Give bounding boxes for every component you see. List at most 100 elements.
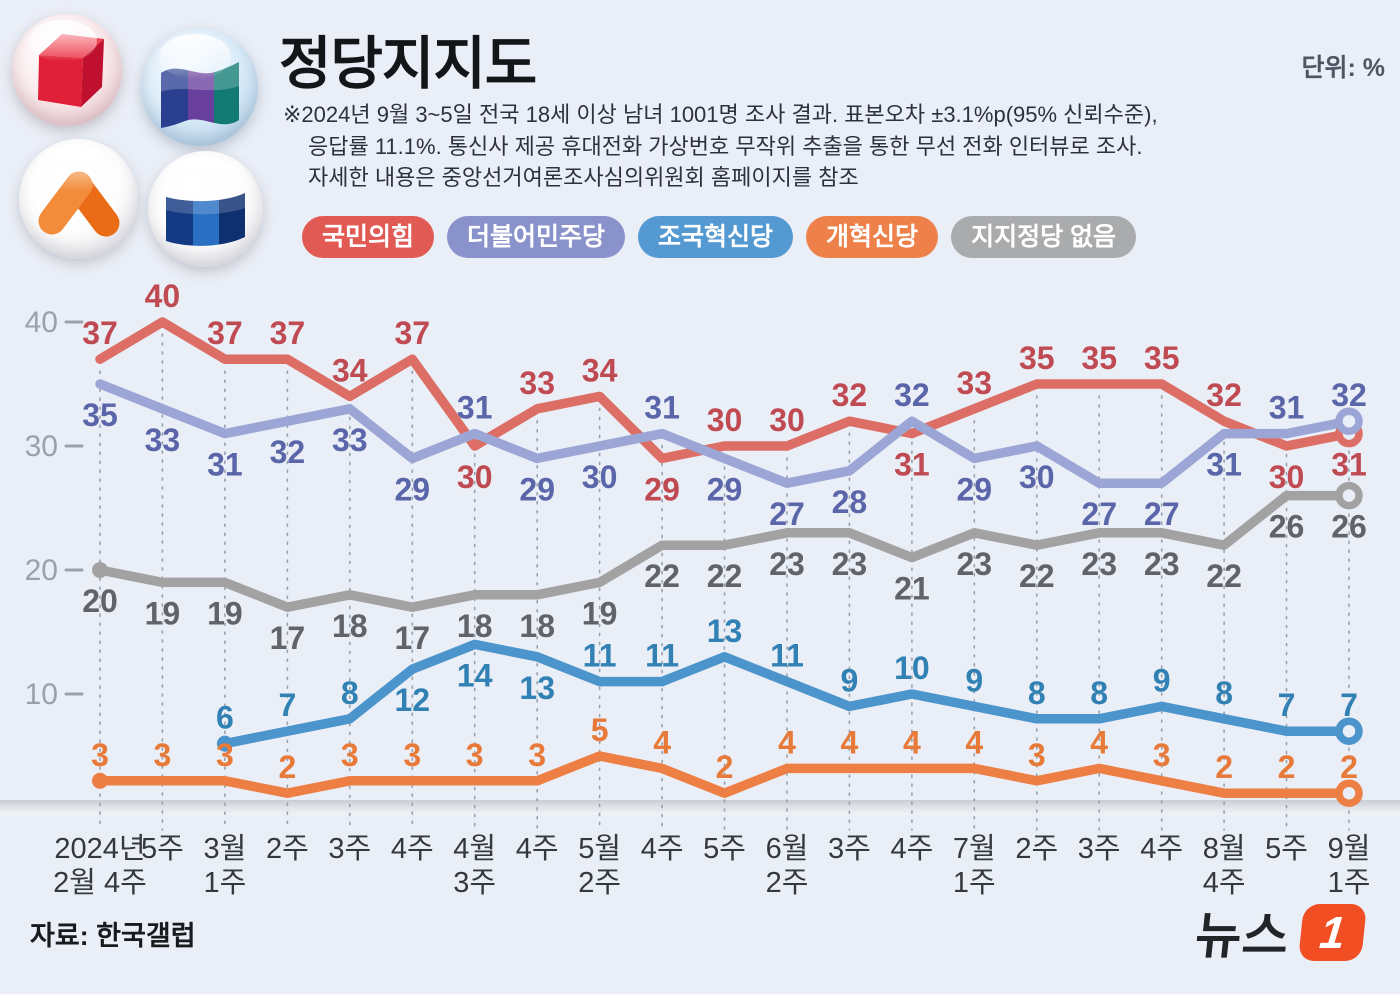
- svg-text:3주: 3주: [328, 833, 371, 865]
- svg-text:13: 13: [519, 670, 555, 706]
- svg-text:31: 31: [457, 390, 493, 426]
- svg-text:2: 2: [716, 749, 734, 785]
- svg-text:34: 34: [582, 352, 618, 388]
- svg-text:3: 3: [91, 737, 109, 773]
- peoples-power-party-cube-logo: [12, 14, 122, 126]
- svg-text:14: 14: [457, 657, 493, 693]
- svg-text:3주: 3주: [1078, 833, 1121, 865]
- svg-text:9월: 9월: [1328, 832, 1371, 865]
- svg-text:30: 30: [457, 459, 493, 495]
- svg-text:19: 19: [207, 595, 243, 631]
- legend-pill: 국민의힘: [302, 216, 435, 258]
- source-label: 자료: 한국갤럽: [30, 921, 196, 951]
- svg-text:32: 32: [270, 434, 306, 470]
- survey-notes: ※2024년 9월 3~5일 전국 18세 이상 남녀 1001명 조사 결과.…: [283, 99, 1158, 194]
- svg-text:32: 32: [832, 377, 868, 413]
- legend-pill: 개혁신당: [806, 216, 939, 258]
- svg-text:4주: 4주: [1203, 867, 1246, 899]
- svg-text:3월: 3월: [203, 832, 246, 865]
- legend-pill: 지지정당 없음: [951, 216, 1137, 258]
- svg-text:31: 31: [1269, 390, 1305, 426]
- news1-one-digit: 1: [1317, 906, 1348, 958]
- svg-text:35: 35: [1019, 340, 1055, 376]
- reform-party-chevron-logo: [19, 139, 138, 259]
- svg-text:9: 9: [965, 662, 983, 698]
- svg-text:30: 30: [769, 402, 805, 438]
- svg-text:17: 17: [270, 620, 306, 656]
- svg-text:22: 22: [644, 558, 680, 594]
- svg-text:2주: 2주: [766, 867, 809, 899]
- svg-text:3: 3: [403, 737, 421, 773]
- blue-banner-icon: [166, 193, 245, 246]
- rebuilding-korea-party-flag-logo: [141, 28, 258, 146]
- svg-text:30: 30: [1019, 459, 1055, 495]
- legend-pill: 더불어민주당: [447, 216, 626, 258]
- striped-flag-icon: [161, 62, 239, 128]
- svg-text:7월: 7월: [953, 832, 996, 865]
- svg-text:4: 4: [778, 724, 796, 760]
- svg-text:4주: 4주: [641, 833, 684, 865]
- svg-text:2주: 2주: [266, 833, 309, 865]
- svg-text:35: 35: [1144, 340, 1180, 376]
- svg-text:20: 20: [25, 554, 58, 587]
- svg-text:4주: 4주: [391, 833, 434, 865]
- svg-text:22: 22: [1206, 558, 1242, 594]
- svg-text:11: 11: [645, 638, 679, 674]
- svg-text:8: 8: [1090, 675, 1108, 711]
- svg-text:29: 29: [707, 471, 743, 507]
- svg-text:37: 37: [395, 315, 431, 351]
- svg-text:32: 32: [1206, 377, 1242, 413]
- svg-text:3: 3: [1153, 737, 1171, 773]
- svg-text:8: 8: [341, 675, 359, 711]
- svg-text:4: 4: [841, 724, 859, 760]
- survey-note-line: ※2024년 9월 3~5일 전국 18세 이상 남녀 1001명 조사 결과.…: [283, 102, 1158, 127]
- svg-text:32: 32: [1331, 377, 1367, 413]
- svg-text:23: 23: [832, 546, 868, 582]
- svg-text:31: 31: [1206, 447, 1242, 483]
- svg-text:23: 23: [769, 546, 805, 582]
- svg-text:4: 4: [965, 724, 983, 760]
- svg-text:2: 2: [279, 749, 297, 785]
- svg-text:2주: 2주: [1015, 833, 1058, 865]
- news1-logo: 뉴스 1: [1193, 896, 1367, 968]
- news1-one-icon: 1: [1298, 903, 1367, 961]
- svg-text:23: 23: [1144, 546, 1180, 582]
- svg-text:6월: 6월: [766, 832, 809, 865]
- svg-text:27: 27: [1081, 496, 1117, 532]
- svg-text:33: 33: [145, 422, 181, 458]
- svg-text:29: 29: [519, 471, 555, 507]
- svg-text:10: 10: [894, 650, 930, 686]
- svg-text:27: 27: [1144, 496, 1180, 532]
- svg-text:20: 20: [82, 583, 118, 619]
- svg-text:5주: 5주: [1265, 833, 1308, 865]
- svg-text:9: 9: [841, 662, 859, 698]
- svg-text:11: 11: [583, 638, 617, 674]
- survey-note-line: 자세한 내용은 중앙선거여론조사심의위원회 홈페이지를 참조: [308, 165, 859, 190]
- svg-text:4주: 4주: [516, 833, 559, 865]
- svg-text:3: 3: [1028, 737, 1046, 773]
- svg-text:18: 18: [332, 608, 368, 644]
- svg-text:3: 3: [466, 737, 484, 773]
- survey-note-line: 응답률 11.1%. 통신사 제공 휴대전화 가상번호 무작위 추출을 통한 무…: [308, 133, 1143, 159]
- svg-text:31: 31: [207, 447, 243, 483]
- svg-text:22: 22: [1019, 558, 1055, 594]
- svg-text:1주: 1주: [203, 867, 246, 899]
- svg-text:33: 33: [519, 365, 555, 401]
- svg-text:35: 35: [1081, 340, 1117, 376]
- svg-text:17: 17: [395, 620, 431, 656]
- legend: 국민의힘 더불어민주당 조국혁신당 개혁신당 지지정당 없음: [302, 216, 1137, 258]
- svg-text:29: 29: [644, 471, 680, 507]
- svg-text:18: 18: [457, 608, 493, 644]
- svg-text:40: 40: [145, 280, 181, 314]
- svg-text:5주: 5주: [141, 833, 184, 865]
- svg-text:10: 10: [25, 678, 58, 711]
- svg-text:4: 4: [903, 724, 921, 760]
- svg-text:8: 8: [1028, 675, 1046, 711]
- svg-text:37: 37: [270, 315, 306, 351]
- red-cube-icon: [38, 34, 104, 107]
- svg-text:4월: 4월: [453, 832, 496, 865]
- svg-text:12: 12: [395, 682, 431, 718]
- svg-text:2: 2: [1278, 749, 1296, 785]
- svg-text:5: 5: [591, 712, 609, 748]
